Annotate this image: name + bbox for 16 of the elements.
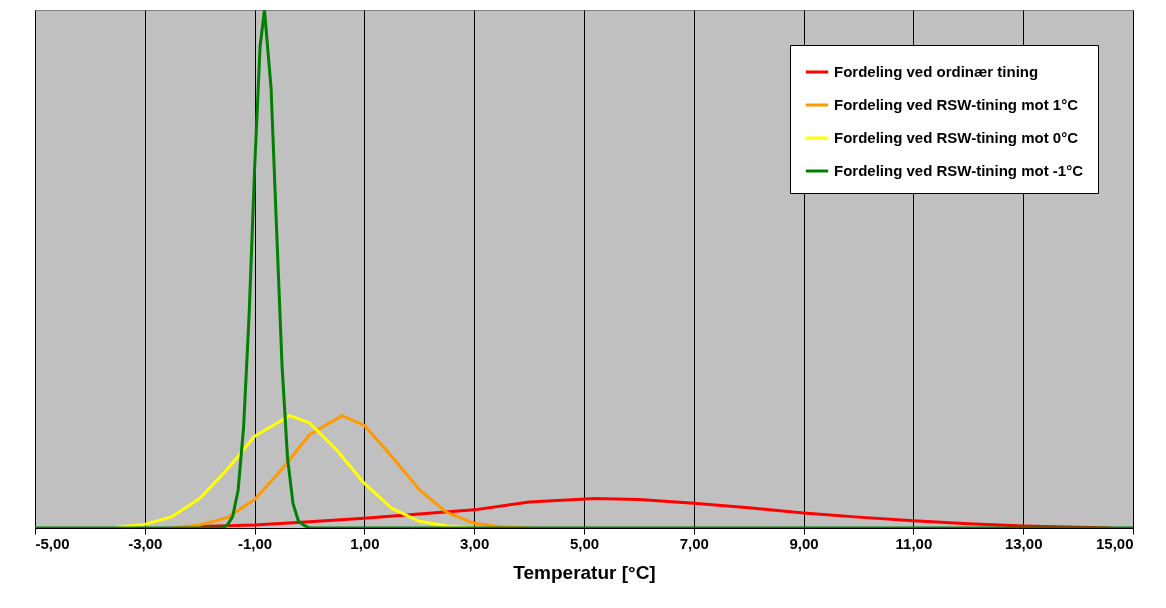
x-tick-label: 7,00	[679, 534, 709, 552]
legend-label: Fordeling ved RSW-tining mot -1°C	[834, 162, 1084, 179]
legend-label: Fordeling ved RSW-tining mot 0°C	[834, 129, 1079, 146]
x-tick-label: 9,00	[789, 534, 819, 552]
x-tick-label: 3,00	[460, 534, 490, 552]
x-axis-title: Temperatur [°C]	[513, 561, 656, 583]
x-tick-label: -1,00	[238, 534, 273, 552]
x-tick-label: 11,00	[895, 534, 933, 552]
x-tick-label: 5,00	[569, 534, 600, 552]
x-tick-label: 13,00	[1004, 534, 1043, 552]
legend-label: Fordeling ved RSW-tining mot 1°C	[834, 96, 1079, 113]
x-tick-label: -5,00	[35, 534, 70, 552]
x-tick-label: 1,00	[350, 534, 380, 552]
legend-label: Fordeling ved ordinær tining	[834, 63, 1039, 80]
x-tick-label: 15,00	[1095, 534, 1134, 552]
x-tick-label: -3,00	[128, 534, 163, 552]
